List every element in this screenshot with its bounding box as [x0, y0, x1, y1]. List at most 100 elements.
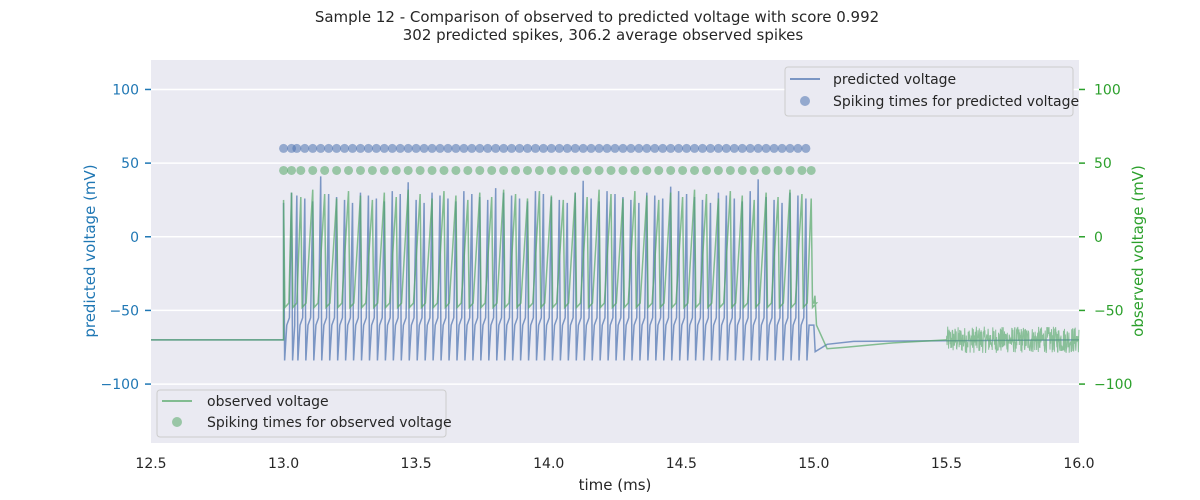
predicted-spike-marker	[507, 143, 517, 153]
observed-spike-marker	[379, 165, 389, 175]
observed-spike-marker	[439, 165, 449, 175]
y-tick-right-label: −100	[1094, 377, 1132, 393]
observed-spike-marker	[797, 165, 807, 175]
predicted-spike-marker	[279, 143, 289, 153]
observed-spike-marker	[701, 165, 711, 175]
predicted-spike-marker	[697, 143, 707, 153]
predicted-spike-marker	[642, 143, 652, 153]
predicted-spike-marker	[308, 143, 318, 153]
observed-spike-marker	[475, 165, 485, 175]
predicted-spike-marker	[355, 143, 365, 153]
observed-spike-marker	[806, 165, 816, 175]
observed-spike-marker	[344, 165, 354, 175]
predicted-spike-marker	[411, 143, 421, 153]
x-tick-label: 15.5	[931, 456, 962, 472]
y-tick-left-label: 0	[130, 230, 139, 246]
predicted-spike-marker	[395, 143, 405, 153]
predicted-spike-marker	[483, 143, 493, 153]
legend-upper: predicted voltage Spiking times for pred…	[784, 66, 1079, 117]
predicted-spike-marker	[427, 143, 437, 153]
x-tick-label: 13.5	[401, 456, 432, 472]
predicted-spike-marker	[777, 143, 787, 153]
observed-spike-marker	[737, 165, 747, 175]
predicted-spike-marker	[705, 143, 715, 153]
predicted-spike-marker	[348, 143, 358, 153]
observed-spike-marker	[666, 165, 676, 175]
predicted-spike-marker	[499, 143, 509, 153]
observed-spike-marker	[594, 165, 604, 175]
predicted-spike-marker	[658, 143, 668, 153]
observed-spike-marker	[279, 165, 289, 175]
observed-spike-marker	[367, 165, 377, 175]
observed-spike-marker	[630, 165, 640, 175]
observed-spike-marker	[570, 165, 580, 175]
predicted-spike-marker	[363, 143, 373, 153]
observed-spike-marker	[511, 165, 521, 175]
predicted-spike-marker	[403, 143, 413, 153]
predicted-spike-marker	[602, 143, 612, 153]
predicted-spike-marker	[332, 143, 342, 153]
y-axis-label-left: predicted voltage (mV)	[81, 164, 99, 337]
y-tick-right-label: 100	[1094, 82, 1121, 98]
predicted-spike-marker	[626, 143, 636, 153]
axes-layer: −100 −100 −50 −50 0 0 50 50 100 100 12.5 13.0 13.5 14…	[101, 82, 1133, 472]
x-axis-label: time (ms)	[579, 476, 652, 494]
observed-spike-marker	[642, 165, 652, 175]
predicted-spike-marker	[538, 143, 548, 153]
predicted-spike-marker	[435, 143, 445, 153]
predicted-spike-marker	[419, 143, 429, 153]
observed-spike-marker	[690, 165, 700, 175]
predicted-spike-marker	[578, 143, 588, 153]
observed-spike-marker	[287, 165, 297, 175]
predicted-spike-marker	[459, 143, 469, 153]
y-tick-left-label: −100	[101, 377, 139, 393]
observed-spike-marker	[523, 165, 533, 175]
y-axis-label-right: observed voltage (mV)	[1129, 165, 1147, 337]
observed-spike-marker	[499, 165, 509, 175]
observed-spike-marker	[558, 165, 568, 175]
predicted-spike-marker	[530, 143, 540, 153]
observed-spike-marker	[582, 165, 592, 175]
predicted-spike-marker	[721, 143, 731, 153]
predicted-spike-marker	[467, 143, 477, 153]
predicted-spike-marker	[610, 143, 620, 153]
predicted-spike-marker	[340, 143, 350, 153]
observed-spike-marker	[320, 165, 330, 175]
predicted-spike-marker	[443, 143, 453, 153]
observed-spike-marker	[308, 165, 318, 175]
predicted-spike-marker	[801, 143, 811, 153]
x-tick-label: 15.0	[798, 456, 829, 472]
observed-voltage-noise	[945, 326, 1080, 354]
predicted-spike-marker	[769, 143, 779, 153]
predicted-spike-marker	[300, 143, 310, 153]
predicted-spike-marker	[729, 143, 739, 153]
predicted-spike-marker	[634, 143, 644, 153]
predicted-spike-marker	[316, 143, 326, 153]
legend-predicted-dot-swatch	[800, 96, 810, 106]
predicted-spike-marker	[793, 143, 803, 153]
legend-predicted-line-label: predicted voltage	[833, 72, 956, 88]
predicted-spike-marker	[682, 143, 692, 153]
predicted-spike-marker	[451, 143, 461, 153]
predicted-spike-marker	[546, 143, 556, 153]
predicted-spike-marker	[554, 143, 564, 153]
observed-spike-marker	[606, 165, 616, 175]
observed-spike-marker	[773, 165, 783, 175]
predicted-spike-marker	[387, 143, 397, 153]
series-layer	[151, 143, 1080, 361]
observed-spike-marker	[403, 165, 413, 175]
observed-spike-marker	[463, 165, 473, 175]
y-tick-left-label: 50	[121, 156, 139, 172]
y-tick-right-label: 50	[1094, 156, 1112, 172]
predicted-spike-marker	[737, 143, 747, 153]
predicted-spike-marker	[515, 143, 525, 153]
predicted-spike-marker	[371, 143, 381, 153]
observed-spike-marker	[546, 165, 556, 175]
observed-voltage-line	[151, 189, 947, 350]
y-tick-right-label: −50	[1094, 303, 1124, 319]
predicted-spike-marker	[674, 143, 684, 153]
predicted-voltage-line	[151, 176, 1080, 361]
observed-spike-marker	[487, 165, 497, 175]
legend-observed-line-label: observed voltage	[207, 394, 329, 410]
